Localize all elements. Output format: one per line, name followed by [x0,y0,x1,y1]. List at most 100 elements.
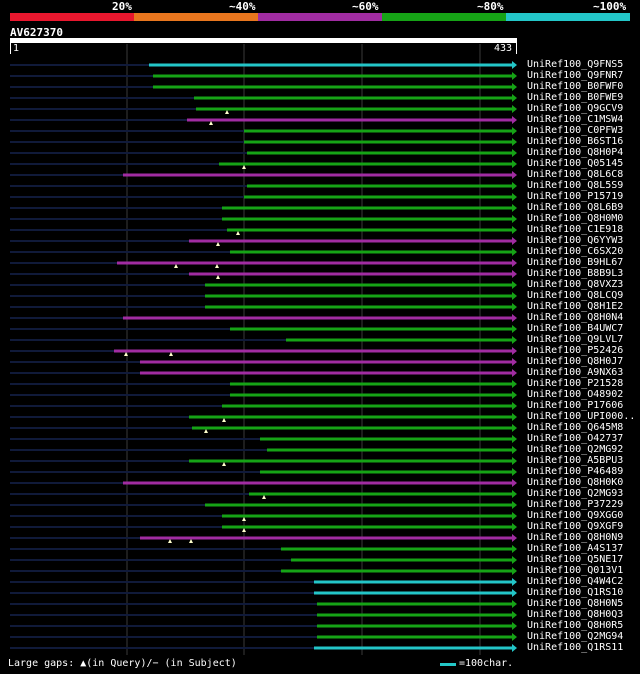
hit-arrow [512,578,517,586]
hit-label[interactable]: UniRef100_P52426 [527,345,624,356]
hit-arrow [512,204,517,212]
footer-gaps-legend: Large gaps: ▲(in Query)/− (in Subject) [8,658,237,669]
hit-label[interactable]: UniRef100_A9NX63 [527,367,624,378]
hit-label[interactable]: UniRef100_UPI000.. [527,411,636,422]
hit-arrow [512,512,517,520]
hit-arrow [512,523,517,531]
hit-label[interactable]: UniRef100_Q8H0M0 [527,213,624,224]
hit-label[interactable]: UniRef100_Q8H0N4 [527,312,624,323]
hit-label[interactable]: UniRef100_Q8VXZ3 [527,279,624,290]
hit-label[interactable]: UniRef100_P21528 [527,378,624,389]
hit-label[interactable]: UniRef100_Q013V1 [527,565,624,576]
hit-label[interactable]: UniRef100_Q8H0R5 [527,620,624,631]
hit-arrow [512,72,517,80]
hit-label[interactable]: UniRef100_Q5NE17 [527,554,624,565]
hit-label[interactable]: UniRef100_B9HL67 [527,257,624,268]
gap-marker [242,528,246,532]
hit-label[interactable]: UniRef100_C6SX20 [527,246,624,257]
gap-marker [215,264,219,268]
hit-label[interactable]: UniRef100_B6ST16 [527,136,624,147]
hit-label[interactable]: UniRef100_C1MSW4 [527,114,624,125]
hit-label[interactable]: UniRef100_Q1RS11 [527,642,624,653]
gap-marker [168,539,172,543]
hit-arrow [512,226,517,234]
hit-arrow [512,127,517,135]
hit-arrow [512,292,517,300]
scale-label: =100char. [459,658,514,669]
legend-green [382,13,506,21]
gap-marker [216,275,220,279]
hit-arrow [512,402,517,410]
pct-label-40: ~40% [229,0,256,13]
hit-label[interactable]: UniRef100_Q6YYW3 [527,235,624,246]
hit-label[interactable]: UniRef100_A4S137 [527,543,624,554]
hit-label[interactable]: UniRef100_Q9LVL7 [527,334,624,345]
hit-label[interactable]: UniRef100_Q9XGF9 [527,521,624,532]
hit-label[interactable]: UniRef100_Q05145 [527,158,624,169]
hit-arrow [512,633,517,641]
hit-label[interactable]: UniRef100_Q8L6B9 [527,202,624,213]
pct-label-20: 20% [112,0,132,13]
gap-marker [124,352,128,356]
hit-label[interactable]: UniRef100_Q4W4C2 [527,576,624,587]
hit-label[interactable]: UniRef100_P15719 [527,191,624,202]
hit-label[interactable]: UniRef100_Q8H0J7 [527,356,624,367]
hit-label[interactable]: UniRef100_B0FWE9 [527,92,624,103]
hit-label[interactable]: UniRef100_C0PFW3 [527,125,624,136]
gap-marker [169,352,173,356]
hit-arrow [512,611,517,619]
hit-label[interactable]: UniRef100_Q8H0N9 [527,532,624,543]
hit-arrow [512,545,517,553]
hit-arrow [512,380,517,388]
hit-label[interactable]: UniRef100_O48902 [527,389,624,400]
gap-marker [236,231,240,235]
hit-arrow [512,369,517,377]
hit-label[interactable]: UniRef100_C1E918 [527,224,624,235]
hit-label[interactable]: UniRef100_P17606 [527,400,624,411]
hit-label[interactable]: UniRef100_B4UWC7 [527,323,624,334]
hit-arrow [512,116,517,124]
hit-label[interactable]: UniRef100_Q2MG94 [527,631,624,642]
gap-marker [222,462,226,466]
hit-label[interactable]: UniRef100_Q8LCQ9 [527,290,624,301]
pct-label-60: ~60% [352,0,379,13]
hit-arrow [512,413,517,421]
hit-label[interactable]: UniRef100_Q8H0Q3 [527,609,624,620]
hit-label[interactable]: UniRef100_O42737 [527,433,624,444]
hit-label[interactable]: UniRef100_B8B9L3 [527,268,624,279]
hit-arrow [512,534,517,542]
gap-marker [216,242,220,246]
scale-bar [440,663,456,666]
hit-label[interactable]: UniRef100_Q9XGG0 [527,510,624,521]
gap-marker [262,495,266,499]
hit-label[interactable]: UniRef100_Q9FNS5 [527,59,624,70]
hit-label[interactable]: UniRef100_Q645M8 [527,422,624,433]
gap-marker [174,264,178,268]
hit-arrow [512,259,517,267]
hit-label[interactable]: UniRef100_P37229 [527,499,624,510]
legend-purple [258,13,382,21]
hit-arrow [512,501,517,509]
hit-label[interactable]: UniRef100_P46489 [527,466,624,477]
hit-label[interactable]: UniRef100_Q2MG93 [527,488,624,499]
hit-label[interactable]: UniRef100_Q1RS10 [527,587,624,598]
hit-label[interactable]: UniRef100_Q8H0N5 [527,598,624,609]
hit-label[interactable]: UniRef100_Q8L6C8 [527,169,624,180]
pct-label-80: ~80% [477,0,504,13]
hit-label[interactable]: UniRef100_Q8H1E2 [527,301,624,312]
hit-arrow [512,347,517,355]
hit-label[interactable]: UniRef100_Q8H0P4 [527,147,624,158]
hit-arrow [512,391,517,399]
hit-label[interactable]: UniRef100_B0FWF0 [527,81,624,92]
hit-label[interactable]: UniRef100_Q9FNR7 [527,70,624,81]
hit-label[interactable]: UniRef100_Q2MG92 [527,444,624,455]
hit-label[interactable]: UniRef100_Q9GCV9 [527,103,624,114]
hit-label[interactable]: UniRef100_A5BPU3 [527,455,624,466]
hit-label[interactable]: UniRef100_Q8L5S9 [527,180,624,191]
hit-arrow [512,435,517,443]
hit-arrow [512,61,517,69]
gap-marker [209,121,213,125]
ruler-start: 1 [13,43,20,54]
hit-label[interactable]: UniRef100_Q8H0K0 [527,477,624,488]
